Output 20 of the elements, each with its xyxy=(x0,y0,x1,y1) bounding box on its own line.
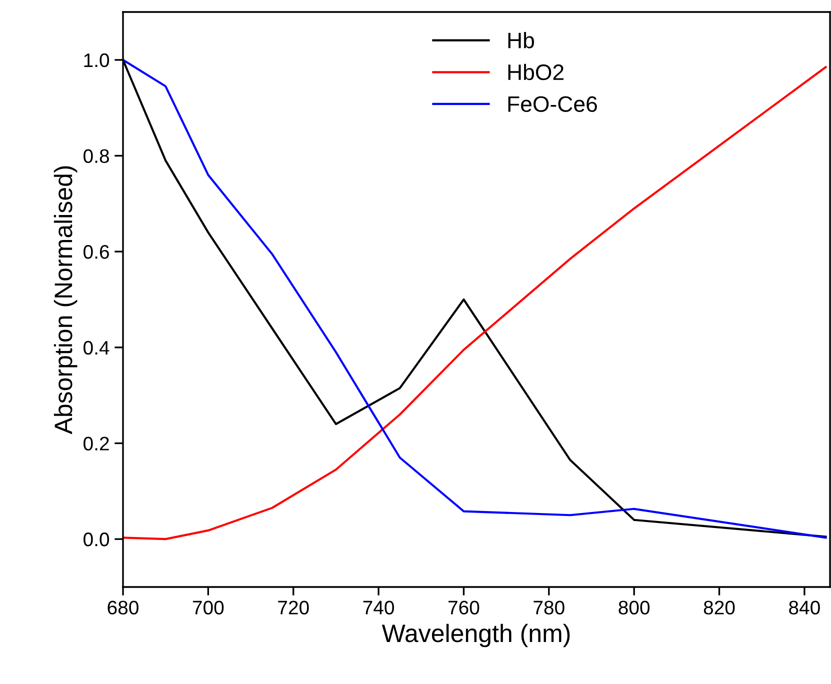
x-tick-label: 720 xyxy=(278,600,309,614)
x-tick-label: 760 xyxy=(448,600,480,614)
x-tick-label: 800 xyxy=(618,600,650,614)
x-tick-label: 780 xyxy=(534,600,564,614)
y-tick-label: 0.6 xyxy=(84,245,109,259)
y-tick-label: 1.0 xyxy=(84,53,110,68)
x-axis-title: Wavelength (nm) xyxy=(382,624,570,648)
x-tick-label: 840 xyxy=(789,600,820,614)
x-tick-label: 700 xyxy=(192,600,224,614)
y-tick-label: 0.0 xyxy=(84,532,110,546)
legend-label: HbO2 xyxy=(508,64,564,80)
y-tick-label: 0.8 xyxy=(84,149,109,163)
y-tick-label: 0.4 xyxy=(84,340,110,355)
x-tick-label: 680 xyxy=(108,600,138,614)
x-tick-label: 820 xyxy=(704,600,735,614)
y-axis-title: Absorption (Normalised) xyxy=(54,166,78,434)
legend-label: FeO-Ce6 xyxy=(508,96,597,112)
x-tick-label: 740 xyxy=(363,600,394,614)
y-tick-label: 0.2 xyxy=(84,436,109,450)
legend-label: Hb xyxy=(508,32,534,48)
